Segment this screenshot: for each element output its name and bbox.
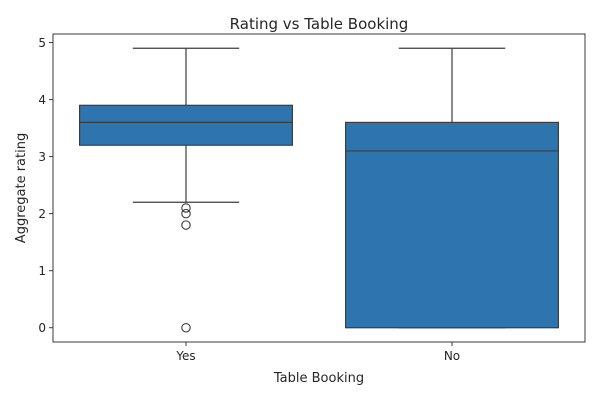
- x-axis: Yes No: [175, 342, 460, 363]
- outlier-point: [181, 322, 191, 333]
- box-group-no: [345, 47, 560, 329]
- plot-area: [78, 47, 560, 333]
- x-tick-label: No: [444, 349, 460, 363]
- x-axis-title: Table Booking: [273, 371, 364, 386]
- y-tick-label: 0: [38, 321, 46, 335]
- y-axis-title: Aggregate rating: [14, 133, 29, 243]
- iqr-box: [345, 121, 560, 329]
- outlier-point: [181, 220, 191, 230]
- plot-frame: [52, 33, 586, 343]
- y-axis: 0 1 2 3 4 5: [38, 36, 53, 335]
- y-tick-label: 1: [38, 264, 46, 278]
- box-group-yes: [78, 47, 294, 333]
- y-tick-label: 4: [38, 93, 46, 107]
- outlier-point: [181, 203, 191, 213]
- y-tick-label: 2: [38, 207, 46, 221]
- iqr-box: [78, 104, 294, 146]
- chart-title: Rating vs Table Booking: [230, 15, 409, 33]
- x-tick-label: Yes: [175, 349, 195, 363]
- outlier-point: [181, 208, 191, 219]
- y-tick-label: 5: [38, 36, 46, 50]
- y-tick-label: 3: [38, 150, 46, 164]
